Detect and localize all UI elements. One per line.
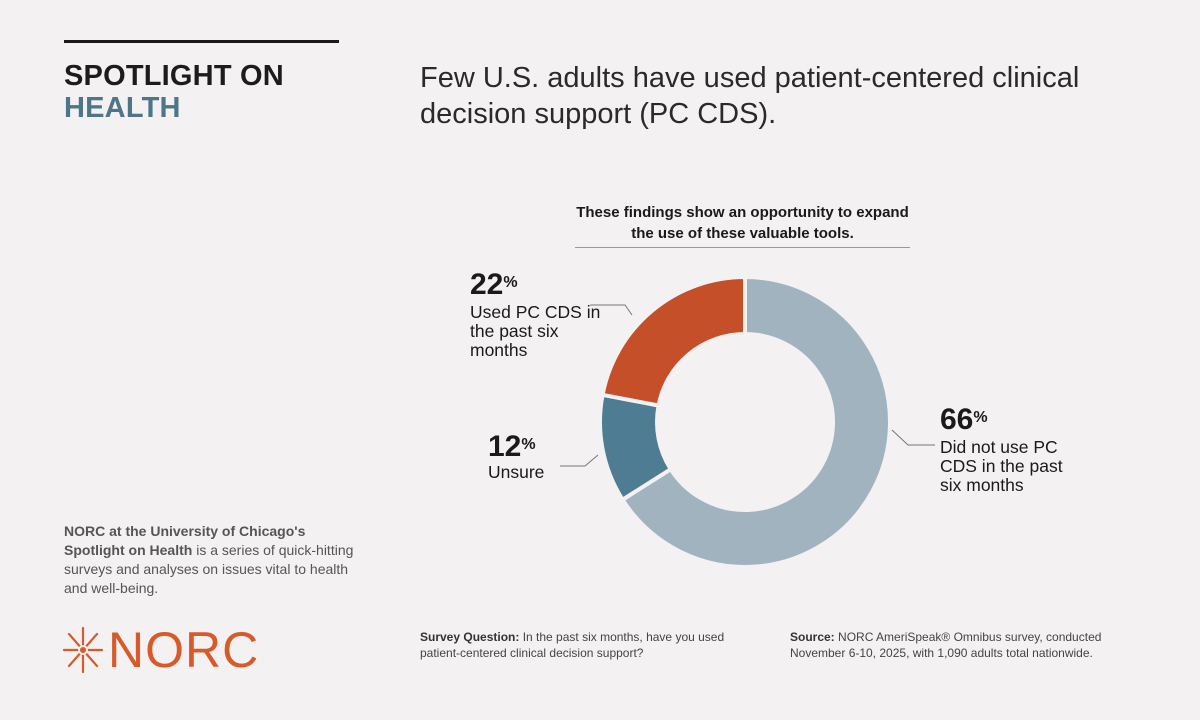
survey-question: Survey Question: In the past six months,… bbox=[420, 629, 750, 661]
pct-not-used-unit: % bbox=[973, 409, 988, 426]
chart-title: These findings show an opportunity to ex… bbox=[575, 202, 910, 248]
source-label: Source: bbox=[790, 630, 835, 644]
pct-not-used-value: 66 bbox=[940, 403, 974, 436]
brand-title-line2: HEALTH bbox=[64, 92, 181, 124]
logo-text: NORC bbox=[108, 622, 260, 678]
starburst-icon bbox=[62, 626, 104, 674]
source-note: Source: NORC AmeriSpeak® Omnibus survey,… bbox=[790, 629, 1110, 661]
about-text: NORC at the University of Chicago's Spot… bbox=[64, 522, 354, 598]
label-desc-not-used: Did not use PC CDS in the past six month… bbox=[940, 437, 1063, 495]
leader-line-used bbox=[590, 304, 633, 316]
pct-unsure-unit: % bbox=[521, 436, 536, 453]
about-rest: is a series of quick-hitting surveys and… bbox=[64, 542, 354, 596]
slice-not-used bbox=[619, 274, 892, 569]
pct-unsure-value: 12 bbox=[488, 430, 522, 463]
about-bold: NORC at the University of Chicago's Spot… bbox=[64, 523, 306, 558]
label-pct-unsure: 12% bbox=[488, 432, 536, 462]
source-text: NORC AmeriSpeak® Omnibus survey, conduct… bbox=[790, 630, 1102, 660]
survey-question-text: In the past six months, have you used pa… bbox=[420, 630, 725, 660]
leader-line-unsure bbox=[560, 454, 599, 467]
label-desc-unsure: Unsure bbox=[488, 462, 545, 482]
leader-line-not-used bbox=[891, 429, 935, 446]
label-pct-used: 22% bbox=[470, 270, 518, 300]
brand-title-line1: SPOTLIGHT ON bbox=[64, 60, 284, 92]
slice-used bbox=[600, 274, 747, 408]
label-pct-not-used: 66% bbox=[940, 405, 988, 435]
pct-used-value: 22 bbox=[470, 268, 504, 301]
survey-question-label: Survey Question: bbox=[420, 630, 520, 644]
label-desc-used: Used PC CDS in the past six months bbox=[470, 302, 601, 360]
norc-logo: NORC bbox=[60, 622, 259, 678]
pct-used-unit: % bbox=[503, 274, 518, 291]
top-rule bbox=[64, 40, 339, 43]
headline: Few U.S. adults have used patient-center… bbox=[420, 62, 1080, 130]
